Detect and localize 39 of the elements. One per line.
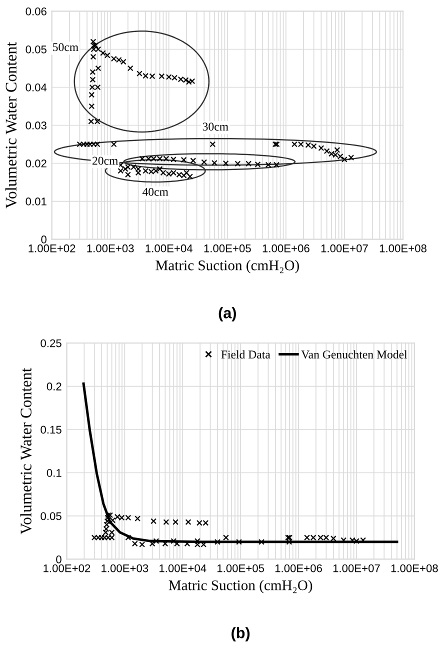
x-tick-label: 1.00E+06: [275, 564, 322, 572]
y-tick-label: 0.06: [26, 8, 46, 16]
text: (b): [232, 627, 250, 642]
x-tick-label: 1.00E+02: [44, 564, 90, 572]
y-tick-label: 0.2: [46, 382, 62, 390]
y-tick-label: 0.1: [46, 469, 62, 477]
annotation: 30cm: [202, 122, 228, 131]
y-axis-title: Volumetric Water Content: [20, 368, 32, 534]
x-tick-label: 1.00E+07: [333, 564, 380, 572]
y-tick-label: 0.04: [26, 84, 47, 92]
x-tick-label: 1.00E+07: [321, 244, 368, 252]
y-tick-label: 0.25: [40, 339, 62, 348]
y-tick-label: 0: [56, 555, 62, 564]
x-tick-label: 1.00E+08: [391, 564, 438, 572]
x-tick-label: 1.00E+08: [380, 244, 426, 252]
x-tick-label: 1.00E+02: [28, 244, 76, 252]
x-axis-title: Matric Suction (cmH₂O): [168, 580, 312, 594]
text: (a): [218, 307, 236, 322]
y-tick-label: 0.05: [26, 46, 46, 54]
x-tick-label: 1.00E+06: [262, 244, 310, 252]
x-tick-label: 1.00E+03: [87, 244, 134, 252]
y-tick-label: 0: [41, 236, 47, 244]
x-tick-label: 1.00E+04: [146, 244, 192, 252]
x-tick-label: 1.00E+05: [217, 564, 264, 572]
x-tick-label: 1.00E+03: [102, 564, 148, 572]
annotation: 50cm: [53, 43, 78, 52]
annotation: 20cm: [92, 156, 118, 165]
annotation: 40cm: [142, 188, 168, 196]
y-tick-label: 0.02: [26, 160, 46, 168]
y-tick-label: 0.03: [26, 122, 46, 130]
x-axis-title: Matric Suction (cmH₂O): [156, 260, 299, 274]
x-tick-label: 1.00E+05: [204, 244, 251, 252]
legend-label: Van Genuchten Model: [301, 350, 408, 359]
y-tick-label: 0.05: [40, 512, 62, 520]
y-axis-title: Volumetric Water Content: [5, 42, 17, 208]
y-tick-label: 0.15: [40, 426, 62, 434]
y-tick-label: 0.01: [26, 198, 46, 206]
x-tick-label: 1.00E+04: [160, 564, 206, 572]
legend-label: Field Data: [221, 350, 270, 359]
